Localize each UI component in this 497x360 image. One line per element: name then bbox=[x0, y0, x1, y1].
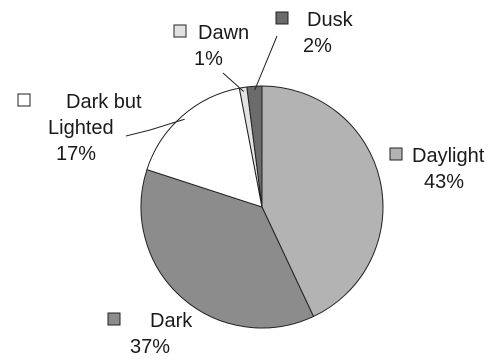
slice-labels: Daylight 43% Dark 37% Dark but Lighted 17% Dawn… bbox=[17, 9, 485, 358]
value-label: 1% bbox=[194, 48, 223, 70]
legend-key-daylight bbox=[389, 147, 403, 161]
leader-line-dawn bbox=[222, 72, 245, 92]
legend-key-dusk bbox=[275, 11, 289, 25]
pie-slices bbox=[140, 85, 384, 329]
value-label: 17% bbox=[56, 143, 96, 165]
slice-dusk bbox=[246, 85, 263, 208]
category-label: Dusk bbox=[307, 9, 354, 31]
category-label: Dark bbox=[150, 310, 193, 332]
slice-dark bbox=[140, 168, 315, 329]
value-label: 2% bbox=[303, 35, 332, 57]
legend-key-dark bbox=[107, 312, 121, 326]
leader-lines bbox=[125, 35, 278, 137]
leader-line-dark-but-lighted bbox=[125, 118, 185, 137]
leader-line-dusk bbox=[254, 35, 278, 91]
category-label: Lighted bbox=[48, 117, 114, 139]
category-label: Daylight bbox=[412, 145, 485, 167]
value-label: 37% bbox=[130, 336, 170, 358]
legend-key-dawn bbox=[173, 24, 187, 38]
category-label: Dark but bbox=[66, 91, 142, 113]
category-label: Dawn bbox=[198, 22, 249, 44]
value-label: 43% bbox=[424, 171, 464, 193]
slice-daylight bbox=[261, 85, 384, 318]
slice-dark-but-lighted bbox=[146, 87, 263, 208]
legend-key-dark-but-lighted bbox=[17, 93, 31, 107]
